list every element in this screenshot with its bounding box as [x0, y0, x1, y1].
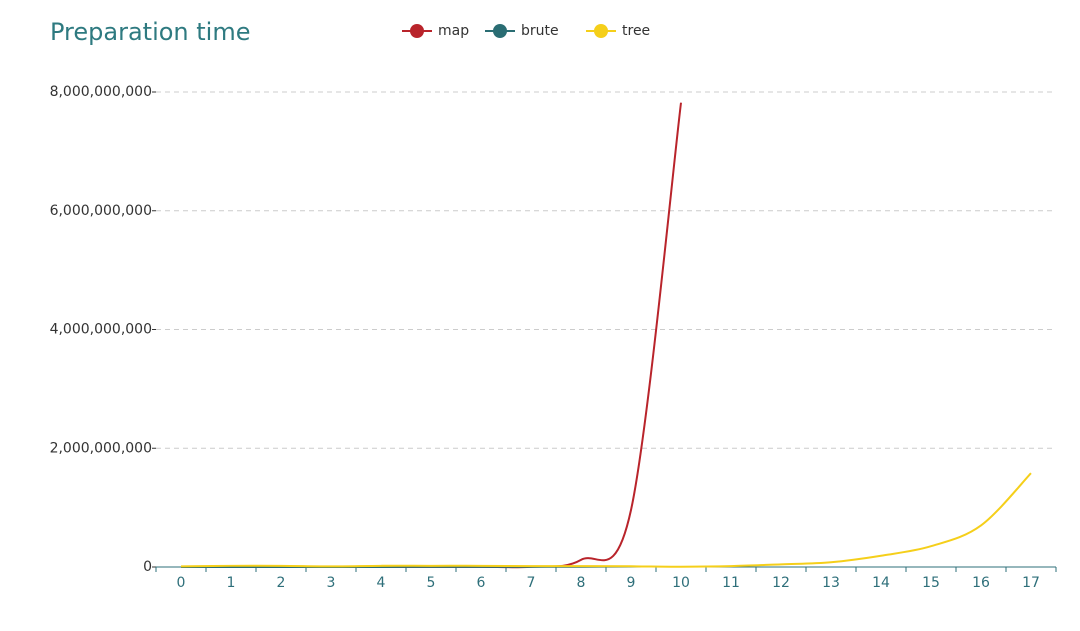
x-tick-label: 7: [527, 575, 536, 591]
x-tick-label: 17: [1022, 575, 1040, 591]
x-tick-label: 0: [177, 575, 186, 591]
y-tick-label: 8,000,000,000: [50, 84, 152, 100]
legend-label: brute: [521, 23, 559, 39]
x-tick-label: 1: [227, 575, 236, 591]
x-tick-label: 14: [872, 575, 890, 591]
line-series: [180, 472, 1032, 568]
y-tick-label: 2,000,000,000: [50, 440, 152, 456]
x-tick-label: 3: [327, 575, 336, 591]
x-tick-label: 8: [577, 575, 586, 591]
x-tick-label: 13: [822, 575, 840, 591]
y-tick-label: 0: [143, 559, 152, 575]
y-tick-label: 6,000,000,000: [50, 203, 152, 219]
x-tick-label: 5: [427, 575, 436, 591]
x-tick-label: 9: [627, 575, 636, 591]
x-tick-label: 16: [972, 575, 990, 591]
x-tick-label: 4: [377, 575, 386, 591]
x-tick-label: 10: [672, 575, 690, 591]
x-tick-label: 11: [722, 575, 740, 591]
x-tick-label: 2: [277, 575, 286, 591]
x-tick-label: 12: [772, 575, 790, 591]
x-tick-label: 15: [922, 575, 940, 591]
y-tick-label: 4,000,000,000: [50, 322, 152, 338]
legend-label: tree: [622, 23, 650, 39]
legend-marker: [493, 24, 507, 38]
legend-marker: [594, 24, 608, 38]
legend-label: map: [438, 23, 469, 39]
chart-title: Preparation time: [50, 18, 251, 46]
legend-marker: [410, 24, 424, 38]
line-series: [180, 102, 682, 569]
x-tick-label: 6: [477, 575, 486, 591]
